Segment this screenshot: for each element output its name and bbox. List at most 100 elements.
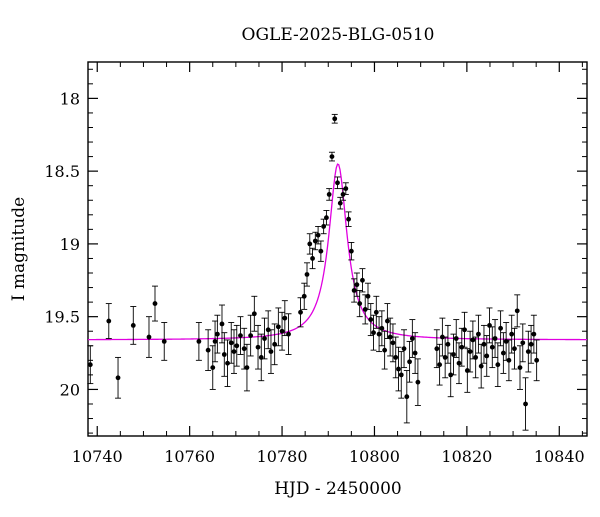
data-marker xyxy=(329,154,335,159)
data-marker xyxy=(332,116,338,122)
y-tick-label: 18.5 xyxy=(44,162,80,181)
data-marker xyxy=(525,349,531,354)
data-point xyxy=(328,151,335,162)
data-point xyxy=(275,307,282,347)
data-marker xyxy=(489,344,495,350)
data-point xyxy=(392,336,399,379)
data-marker xyxy=(335,180,340,186)
data-point xyxy=(247,314,254,357)
data-marker xyxy=(398,372,404,378)
data-point xyxy=(345,211,352,227)
data-marker xyxy=(520,340,526,346)
data-point xyxy=(87,345,94,385)
data-marker xyxy=(498,325,503,331)
data-marker xyxy=(205,347,211,353)
data-point xyxy=(389,323,396,363)
data-point xyxy=(224,339,231,387)
data-point xyxy=(406,340,413,383)
data-point xyxy=(205,329,212,371)
data-point xyxy=(453,319,460,358)
data-point xyxy=(320,218,327,235)
data-marker xyxy=(212,339,218,344)
data-point xyxy=(387,317,394,357)
data-marker xyxy=(512,346,517,352)
data-point xyxy=(492,319,499,358)
data-point xyxy=(530,314,537,354)
data-marker xyxy=(221,352,227,357)
data-marker xyxy=(307,241,313,247)
model-curve xyxy=(87,163,587,341)
data-marker xyxy=(506,357,512,363)
data-point xyxy=(525,330,532,373)
data-point xyxy=(483,335,490,377)
x-tick-label: 10780 xyxy=(257,447,308,466)
chart-title: OGLE-2025-BLG-0510 xyxy=(242,25,435,45)
data-marker xyxy=(348,248,354,254)
data-marker xyxy=(310,256,315,261)
data-marker xyxy=(456,360,462,366)
data-point xyxy=(301,282,308,310)
data-marker xyxy=(255,344,261,350)
data-point xyxy=(378,310,385,347)
y-tick-label: 20 xyxy=(60,380,80,399)
data-marker xyxy=(509,331,515,337)
points-layer xyxy=(87,113,540,431)
data-marker xyxy=(234,343,240,349)
data-point xyxy=(464,348,471,393)
data-point xyxy=(255,324,262,370)
data-marker xyxy=(286,331,291,337)
data-marker xyxy=(357,301,363,306)
x-tick-label: 10820 xyxy=(441,447,492,466)
data-marker xyxy=(282,315,288,321)
data-marker xyxy=(214,331,220,337)
data-marker xyxy=(478,363,484,369)
x-axis-label: HJD - 2450000 xyxy=(274,479,402,499)
data-marker xyxy=(470,337,476,343)
data-marker xyxy=(476,331,481,337)
data-point xyxy=(401,329,408,369)
data-marker xyxy=(514,308,520,314)
y-axis-label: I magnitude xyxy=(9,197,29,301)
data-marker xyxy=(244,365,250,371)
data-marker xyxy=(146,334,152,340)
data-marker xyxy=(115,375,121,381)
data-point xyxy=(480,324,487,364)
data-marker xyxy=(262,336,267,341)
data-point xyxy=(348,242,355,261)
data-marker xyxy=(492,336,498,341)
data-point xyxy=(497,310,504,347)
data-marker xyxy=(409,336,415,341)
data-point xyxy=(353,272,360,297)
data-point xyxy=(456,342,463,385)
data-marker xyxy=(225,360,230,366)
data-point xyxy=(285,313,292,355)
data-point xyxy=(218,304,225,344)
data-marker xyxy=(434,346,440,352)
data-point xyxy=(221,332,228,377)
data-point xyxy=(522,377,529,431)
data-point xyxy=(508,314,515,354)
data-marker xyxy=(412,350,418,356)
data-marker xyxy=(238,333,243,338)
data-marker xyxy=(376,331,382,337)
data-marker xyxy=(210,365,216,371)
data-marker xyxy=(279,328,285,334)
data-marker xyxy=(324,215,329,221)
data-point xyxy=(403,370,410,424)
data-marker xyxy=(275,324,281,330)
data-point xyxy=(271,323,278,366)
data-marker xyxy=(304,272,310,277)
data-marker xyxy=(473,355,479,360)
y-tick-label: 19 xyxy=(60,235,80,254)
data-marker xyxy=(301,293,307,299)
data-point xyxy=(381,330,388,370)
data-point xyxy=(312,231,319,251)
data-point xyxy=(500,332,507,374)
data-point xyxy=(494,342,501,387)
data-point xyxy=(359,268,366,293)
data-marker xyxy=(351,288,357,293)
data-marker xyxy=(346,216,351,222)
data-point xyxy=(261,317,268,360)
data-point xyxy=(334,176,341,190)
